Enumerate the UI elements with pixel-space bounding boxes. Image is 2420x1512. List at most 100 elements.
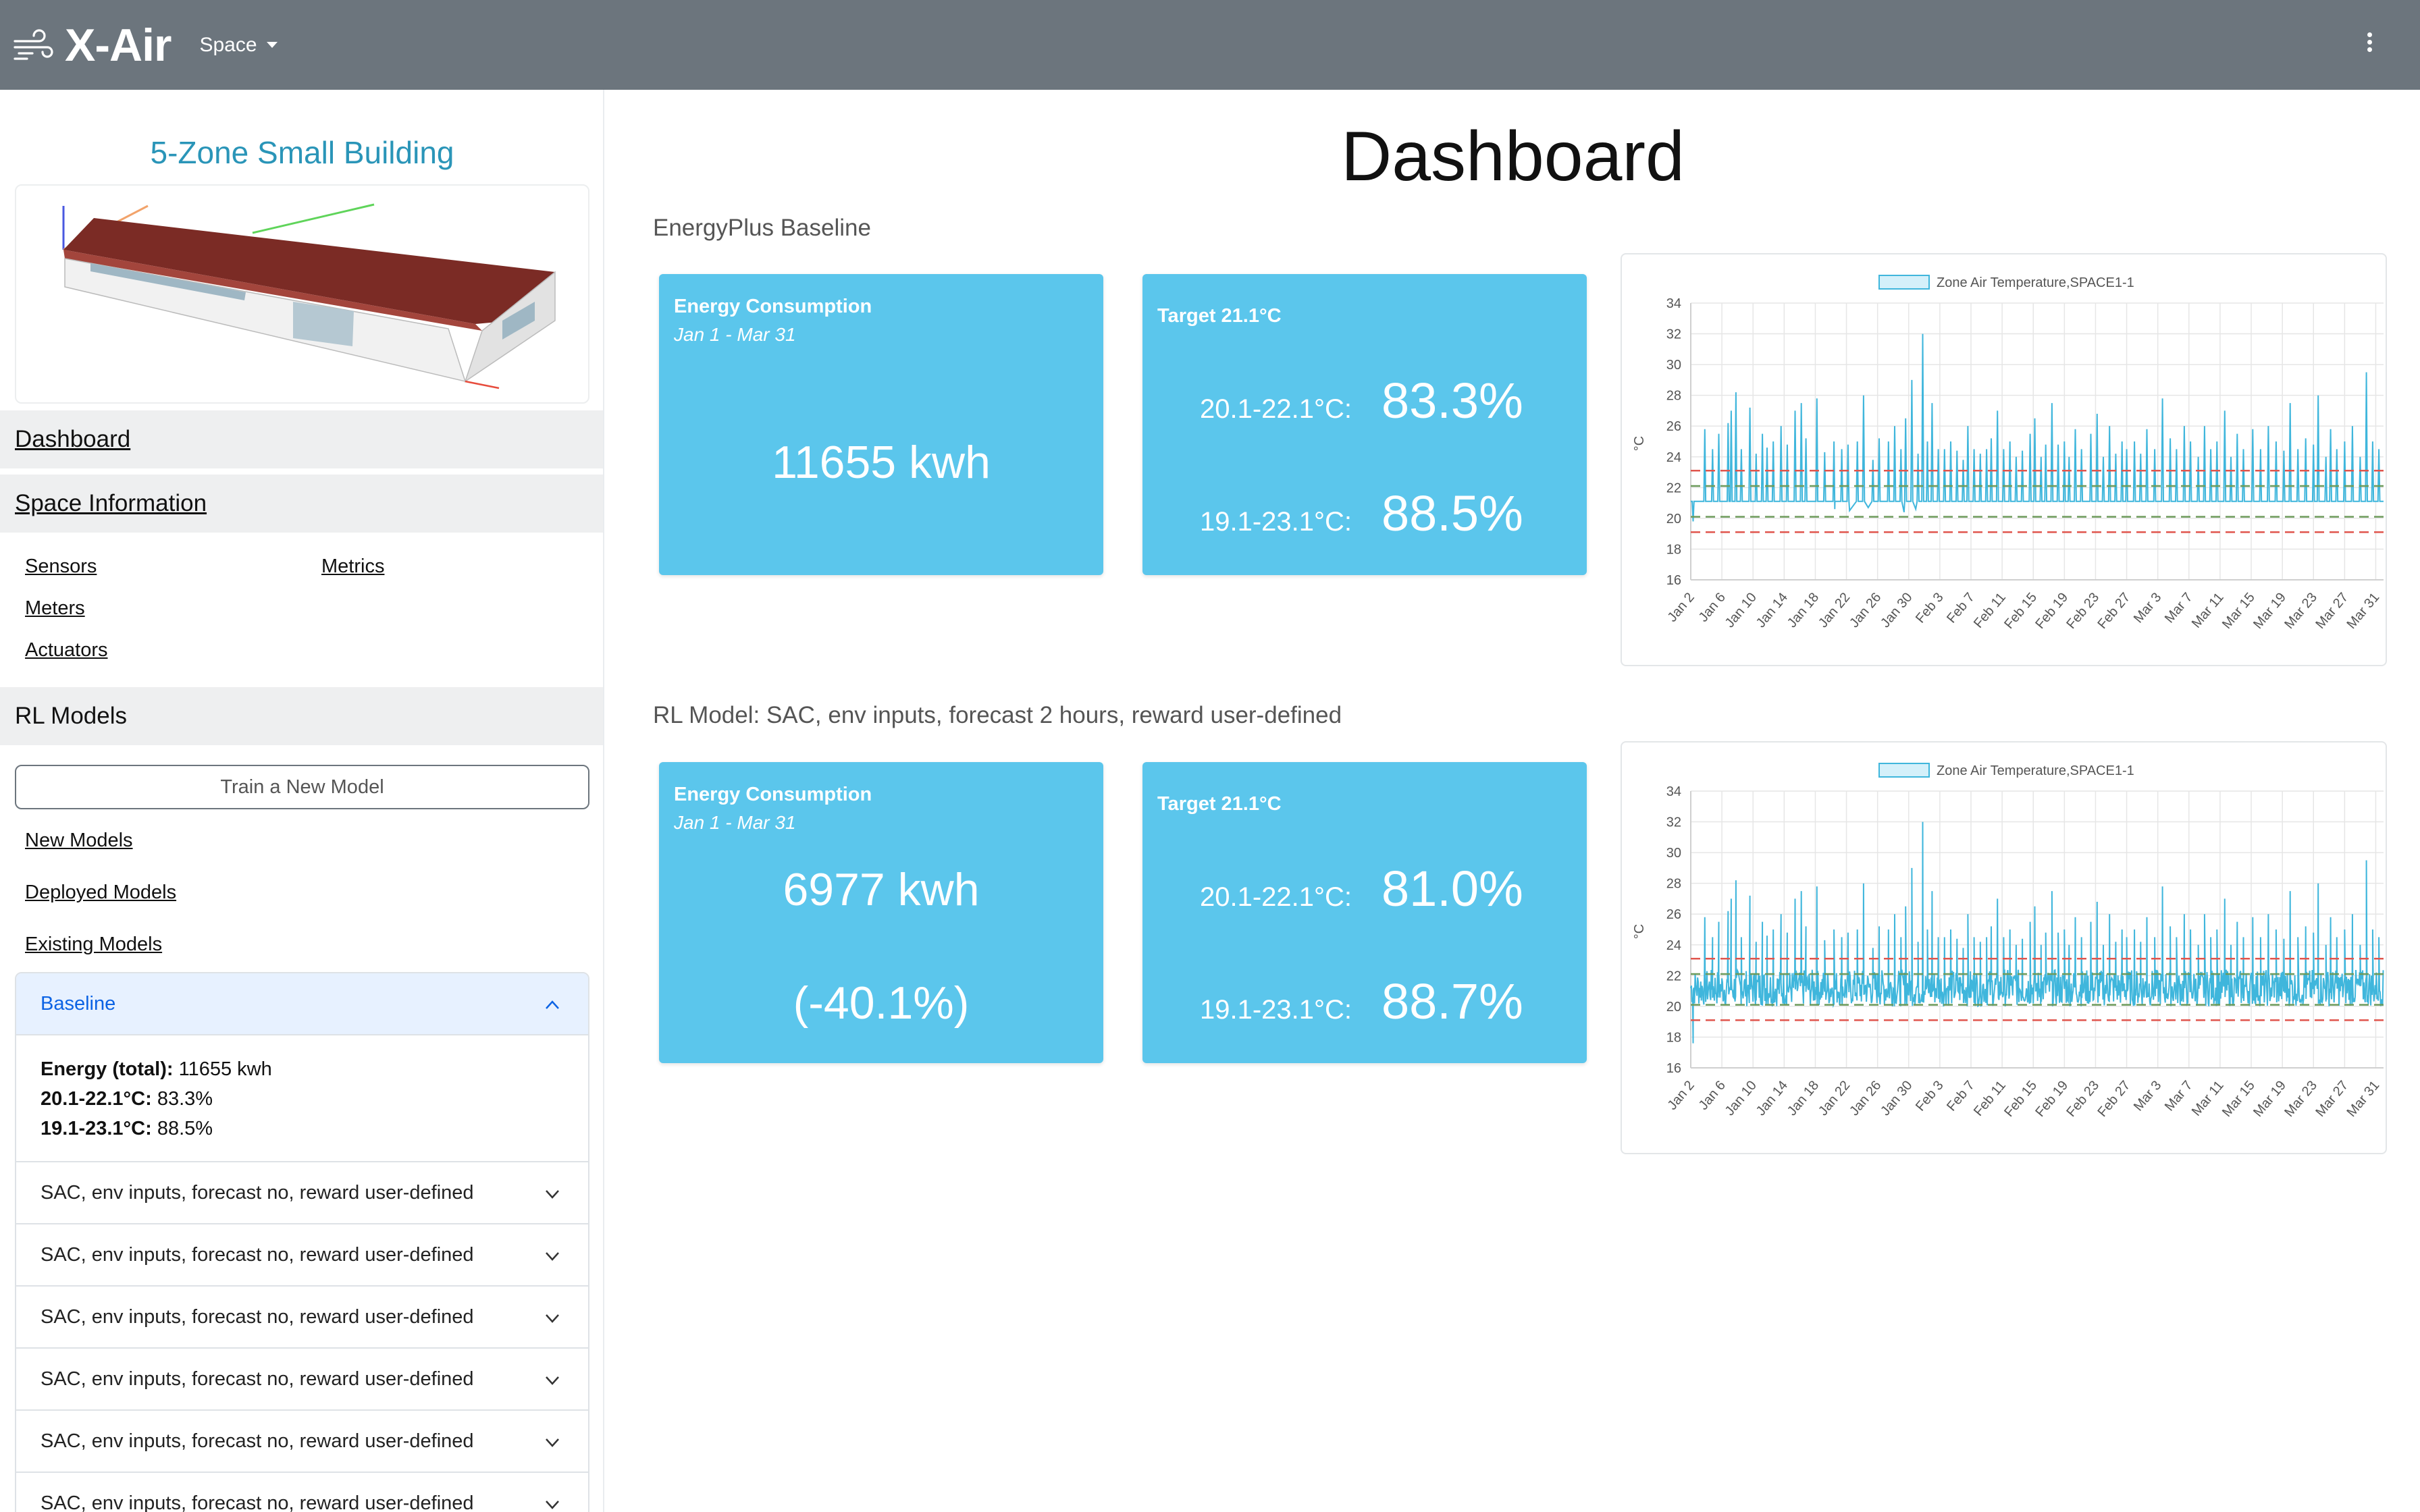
rl-chart-svg: Zone Air Temperature,SPACE1-1 °C 16 18 20 22 2… [1632,763,2384,1120]
baseline-section-label: EnergyPlus Baseline [653,215,871,241]
sidebar: 5-Zone Small Building Dashboard Space In… [0,90,604,1512]
chevron-down-icon [546,1314,559,1323]
accordion-item-model[interactable]: SAC, env inputs, forecast no, reward use… [16,1285,588,1347]
chevron-down-icon [546,1438,559,1447]
detail-range1: 20.1-22.1°C: 83.3% [41,1088,213,1110]
existing-models-link[interactable]: Existing Models [25,934,163,955]
y-tick-label: 24 [1666,938,1681,953]
rl-models-header: RL Models [0,687,603,745]
legend-label: Zone Air Temperature,SPACE1-1 [1937,275,2134,290]
energy-delta: (-40.1%) [793,977,970,1029]
x-tick-label: Jan 26 [1847,590,1884,630]
x-tick-label: Mar 19 [2251,590,2289,632]
x-tick-label: Feb 27 [2095,1078,2134,1120]
series-line [1690,821,2384,1044]
models-accordion: Baseline Energy (total): 11655 kwh 20.1-… [15,972,589,1512]
x-tick-label: Jan 18 [1785,590,1822,630]
card-period: Jan 1 - Mar 31 [674,812,796,833]
metrics-link[interactable]: Metrics [321,556,385,577]
x-tick-label: Mar 19 [2251,1078,2289,1120]
accordion-item-model[interactable]: SAC, env inputs, forecast no, reward use… [16,1347,588,1409]
x-tick-label: Feb 3 [1913,590,1947,626]
x-tick-label: Feb 23 [2063,590,2102,632]
x-tick-label: Jan 10 [1722,590,1760,630]
y-tick-label: 20 [1666,1000,1681,1015]
accordion-item-model[interactable]: SAC, env inputs, forecast no, reward use… [16,1223,588,1285]
new-models-link[interactable]: New Models [25,830,133,851]
y-tick-label: 18 [1666,1030,1681,1045]
deployed-models-link[interactable]: Deployed Models [25,882,177,903]
baseline-details: Energy (total): 11655 kwh 20.1-22.1°C: 8… [16,1035,588,1161]
x-tick-label: Feb 15 [2001,590,2040,632]
legend-swatch [1878,763,1930,778]
building-title: 5-Zone Small Building [150,135,454,170]
x-tick-label: Feb 19 [2032,1078,2071,1120]
y-tick-label: 30 [1666,358,1681,373]
card-title: Energy Consumption [674,296,872,317]
y-axis-label: °C [1632,924,1647,939]
brand[interactable]: X-Air [12,19,172,72]
accordion-item-model[interactable]: SAC, env inputs, forecast no, reward use… [16,1409,588,1472]
accordion-item-label: SAC, env inputs, forecast no, reward use… [41,1492,474,1512]
series-line [1691,333,2384,522]
x-tick-label: Jan 14 [1754,1078,1791,1118]
legend-label: Zone Air Temperature,SPACE1-1 [1937,763,2134,778]
building-3d-view[interactable] [15,184,589,404]
x-tick-label: Jan 30 [1878,1078,1915,1118]
more-vertical-icon[interactable] [2366,32,2373,57]
x-tick-label: Feb 19 [2032,590,2071,632]
rl-target-card: Target 21.1°C 20.1-22.1°C: 81.0% 19.1-23… [1142,762,1587,1063]
target-range1: 20.1-22.1°C: 81.0% [1199,861,1523,917]
x-tick-label: Jan 18 [1785,1078,1822,1118]
chevron-down-icon [546,1376,559,1385]
y-tick-label: 24 [1666,450,1681,465]
x-tick-label: Jan 26 [1847,1078,1884,1118]
meters-link[interactable]: Meters [25,597,85,619]
x-tick-label: Jan 22 [1816,1078,1853,1118]
sensors-link[interactable]: Sensors [25,556,97,577]
x-tick-label: Mar 31 [2344,1078,2382,1120]
y-tick-label: 18 [1666,542,1681,557]
x-tick-label: Jan 22 [1816,590,1853,630]
x-tick-label: Feb 11 [1971,1078,2009,1119]
target-range2: 19.1-23.1°C: 88.7% [1199,973,1523,1029]
x-tick-label: Jan 2 [1665,1078,1698,1113]
accordion-item-label: SAC, env inputs, forecast no, reward use… [41,1181,474,1204]
sidebar-space-information-link[interactable]: Space Information [0,475,603,533]
x-tick-label: Mar 15 [2219,1078,2258,1120]
y-tick-label: 22 [1666,969,1681,983]
accordion-item-label: SAC, env inputs, forecast no, reward use… [41,1243,474,1266]
target-range1: 20.1-22.1°C: 83.3% [1199,373,1523,429]
card-period: Jan 1 - Mar 31 [674,324,796,345]
caret-down-icon [266,42,278,48]
x-tick-label: Jan 14 [1754,590,1791,630]
actuators-link[interactable]: Actuators [25,639,108,661]
accordion-item-label: Baseline [41,992,116,1015]
accordion-item-baseline[interactable]: Baseline [16,973,588,1035]
rl-temperature-chart: Zone Air Temperature,SPACE1-1 °C 16 18 20 22 2… [1621,741,2387,1154]
top-navbar: X-Air Space [0,0,2420,90]
train-new-model-button[interactable]: Train a New Model [15,765,589,809]
x-tick-label: Mar 27 [2313,1078,2351,1120]
card-title: Target 21.1°C [1157,305,1282,327]
y-tick-label: 26 [1666,419,1681,434]
accordion-item-model[interactable]: SAC, env inputs, forecast no, reward use… [16,1472,588,1512]
y-tick-label: 28 [1666,877,1681,892]
y-tick-label: 34 [1666,784,1681,799]
y-tick-label: 30 [1666,846,1681,861]
app-title: X-Air [65,19,172,71]
rl-energy-card: Energy Consumption Jan 1 - Mar 31 6977 k… [659,762,1103,1063]
x-tick-label: Jan 30 [1878,590,1915,630]
space-dropdown[interactable]: Space [199,34,278,57]
x-tick-label: Feb 11 [1971,590,2009,631]
baseline-chart-svg: Zone Air Temperature,SPACE1-1 °C 16 18 20 22 2… [1632,275,2384,632]
x-tick-label: Jan 2 [1665,590,1698,625]
rl-section-label: RL Model: SAC, env inputs, forecast 2 ho… [653,702,1342,728]
sidebar-dashboard-link[interactable]: Dashboard [0,410,603,468]
accordion-item-model[interactable]: SAC, env inputs, forecast no, reward use… [16,1161,588,1223]
y-axis-label: °C [1632,436,1647,451]
x-tick-label: Feb 27 [2095,590,2134,632]
baseline-target-card: Target 21.1°C 20.1-22.1°C: 83.3% 19.1-23… [1142,274,1587,575]
main-content: Dashboard EnergyPlus Baseline Energy Con… [606,90,2420,1512]
